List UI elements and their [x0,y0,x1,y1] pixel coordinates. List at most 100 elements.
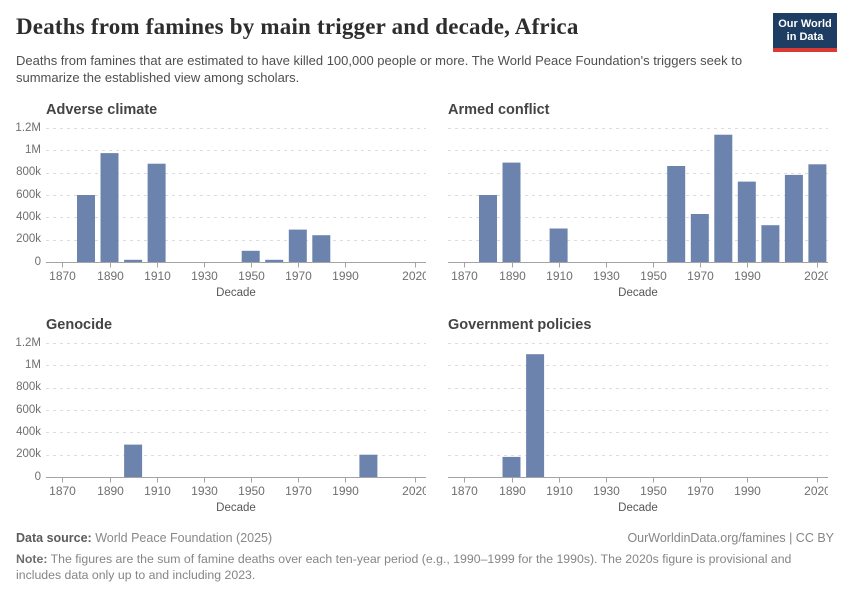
bar-1960[interactable] [265,259,284,262]
bar-1890[interactable] [502,456,521,477]
y-axis-tick-label: 1.2M [15,121,41,134]
bar-1880[interactable] [479,195,497,262]
panel-title: Adverse climate [46,102,158,118]
x-axis-tick-label: 2020 [402,269,426,283]
x-axis-title: Decade [618,287,658,299]
x-axis-tick-label: 1970 [687,484,714,498]
x-axis-tick-label: 1890 [97,484,124,498]
x-axis-title: Decade [216,502,256,514]
y-axis-tick-label: 0 [34,470,41,483]
x-axis-tick-label: 1910 [144,269,171,283]
panel-genocide: Genocide 0 200k 400k 600k 800k 1M 1.2M 1870 189… [15,317,428,519]
x-axis-tick-label: 1930 [191,484,218,498]
x-axis-tick-label: 1930 [191,269,218,283]
panel-title: Armed conflict [448,102,550,118]
x-axis-tick-label: 1970 [285,484,312,498]
x-axis-tick-label: 2020 [402,484,426,498]
y-axis-tick-label: 600k [16,403,41,416]
x-axis-tick-label: 1870 [49,269,76,283]
bar-1970[interactable] [690,214,709,262]
footnote: Note: The figures are the sum of famine … [16,551,818,583]
bar-chart: 1870 1890 1910 1930 1950 1970 1990 2020 Decade [46,128,426,299]
bar-1900[interactable] [124,259,143,262]
bar-1970[interactable] [288,229,307,262]
x-axis-title: Decade [618,502,658,514]
bar-1990[interactable] [737,181,756,262]
page-title: Deaths from famines by main trigger and … [16,14,579,39]
bar-1890[interactable] [100,153,119,262]
x-axis-tick-label: 1950 [238,269,265,283]
y-axis-tick-label: 0 [34,255,41,268]
y-axis: 0 200k 400k 600k 800k 1M 1.2M [15,122,46,304]
bar-1950[interactable] [241,250,260,262]
y-axis [418,128,448,304]
data-source: Data source: World Peace Foundation (202… [16,531,272,545]
y-axis: 0 200k 400k 600k 800k 1M 1.2M [15,337,46,519]
bar-1880[interactable] [77,195,95,262]
x-axis-tick-label: 1870 [49,484,76,498]
x-axis-tick-label: 1930 [593,269,620,283]
owid-logo[interactable]: Our World in Data [773,13,837,52]
x-axis-tick-label: 1910 [144,484,171,498]
bar-1980[interactable] [714,134,733,262]
bar-1900[interactable] [526,354,545,477]
bar-1980[interactable] [312,235,331,262]
x-axis-tick-label: 1950 [640,269,667,283]
x-axis-title: Decade [216,287,256,299]
y-axis-tick-label: 800k [16,381,41,394]
panel-adverse-climate: Adverse climate 0 200k 400k 600k 800k 1M 1.2M … [15,102,428,304]
y-axis-tick-label: 1.2M [15,336,41,349]
x-axis-tick-label: 1870 [451,484,478,498]
x-axis-tick-label: 1990 [734,269,761,283]
bar-1960[interactable] [667,166,686,262]
bar-1890[interactable] [502,162,521,262]
footer: Data source: World Peace Foundation (202… [16,531,834,583]
y-axis-tick-label: 800k [16,166,41,179]
x-axis-tick-label: 1950 [238,484,265,498]
x-axis-tick-label: 1890 [499,269,526,283]
x-axis-tick-label: 1910 [546,269,573,283]
x-axis-tick-label: 1950 [640,484,667,498]
x-axis-tick-label: 2020 [804,484,828,498]
y-axis [418,343,448,519]
panel-title: Government policies [448,317,592,333]
x-axis-tick-label: 1890 [499,484,526,498]
bar-1910[interactable] [549,228,568,263]
panel-title: Genocide [46,317,113,333]
data-source-value: World Peace Foundation (2025) [91,531,273,545]
footnote-text: The figures are the sum of famine deaths… [16,552,792,582]
x-axis-tick-label: 1930 [593,484,620,498]
y-axis-tick-label: 200k [16,448,41,461]
bar-chart: 1870 1890 1910 1930 1950 1970 1990 2020 Decade [448,343,828,514]
y-axis-tick-label: 200k [16,233,41,246]
x-axis-tick-label: 1970 [687,269,714,283]
x-axis-tick-label: 1910 [546,484,573,498]
owid-license-link[interactable]: OurWorldinData.org/famines | CC BY [627,531,834,545]
x-axis-tick-label: 1870 [451,269,478,283]
x-axis-tick-label: 1890 [97,269,124,283]
x-axis-tick-label: 2020 [804,269,828,283]
x-axis-tick-label: 1990 [332,484,359,498]
footnote-label: Note: [16,552,48,566]
bar-2000[interactable] [761,225,780,262]
owid-logo-line2: in Data [786,31,824,43]
bar-1900[interactable] [124,444,143,477]
panel-armed-conflict: Armed conflict 1870 1890 1910 1930 1950 1970 1… [418,102,830,304]
y-axis-tick-label: 1M [25,358,41,371]
panel-government-policies: Government policies 1870 1890 1910 1930 1950… [418,317,830,519]
bar-2000[interactable] [359,454,378,477]
bar-1910[interactable] [147,163,166,262]
data-source-label: Data source: [16,531,92,545]
y-axis-tick-label: 1M [25,143,41,156]
x-axis-tick-label: 1970 [285,269,312,283]
x-axis-tick-label: 1990 [332,269,359,283]
y-axis-tick-label: 400k [16,425,41,438]
page-subtitle: Deaths from famines that are estimated t… [16,53,743,85]
bar-2020[interactable] [808,164,827,262]
bar-2010[interactable] [784,174,803,262]
y-axis-tick-label: 400k [16,210,41,223]
bar-chart: 1870 1890 1910 1930 1950 1970 1990 2020 Decade [46,343,426,514]
x-axis-tick-label: 1990 [734,484,761,498]
bar-chart: 1870 1890 1910 1930 1950 1970 1990 2020 Decade [448,128,828,299]
